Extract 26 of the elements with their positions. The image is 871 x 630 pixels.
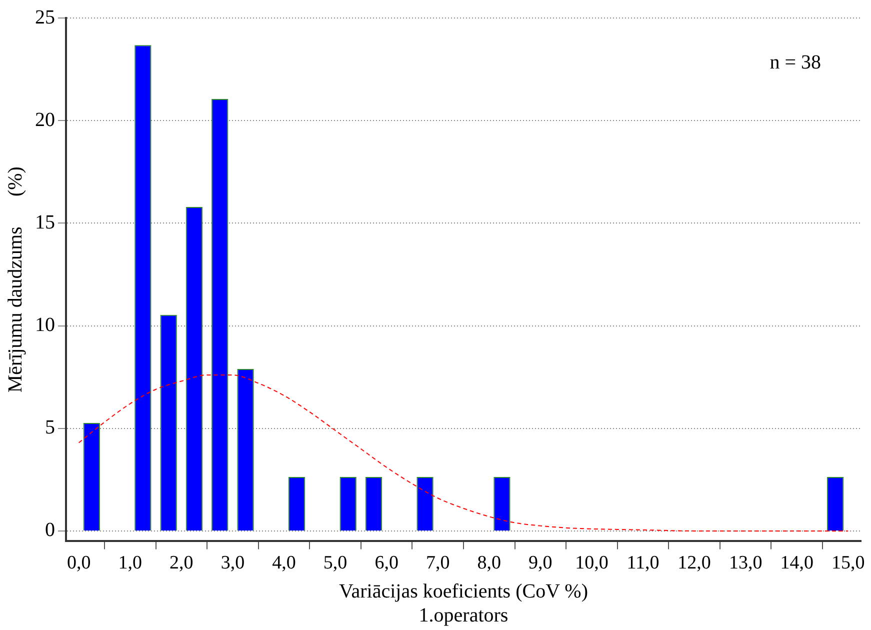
x-tick-label: 13,0 [728, 552, 762, 574]
x-tick-label: 1,0 [118, 552, 142, 574]
y-tick-label: 10 [35, 314, 55, 336]
line-series [78, 374, 849, 532]
x-tick-label: 8,0 [477, 552, 502, 574]
x-tick-label: 3,0 [220, 552, 245, 574]
x-tick-label: 14,0 [780, 552, 814, 574]
x-tick-label: 5,0 [323, 552, 348, 574]
x-axis-title: Variācijas koeficients (CoV %) 1.operators [339, 580, 588, 626]
x-tick-label: 6,0 [374, 552, 398, 574]
y-axis-title: Mērījumu daudzums (%) [4, 166, 26, 393]
y-tick-label: 0 [45, 519, 55, 542]
annotation: n = 38 [770, 51, 821, 74]
x-tick-label: 2,0 [170, 552, 194, 574]
y-tick-label: 25 [35, 6, 55, 28]
x-tick-label: 4,0 [272, 552, 296, 574]
x-tick-label: 9,0 [528, 552, 552, 574]
x-tick-label: 0,0 [66, 552, 91, 574]
x-tick-label: 12,0 [678, 552, 711, 574]
y-tick-label: 5 [45, 416, 55, 439]
x-tick-label: 15,0 [832, 552, 865, 574]
y-tick-label: 20 [35, 108, 55, 131]
x-tick-label: 11,0 [626, 552, 660, 574]
y-tick-label: 15 [35, 211, 55, 234]
x-tick-label: 7,0 [426, 552, 450, 574]
x-tick-label: 10,0 [575, 552, 608, 574]
